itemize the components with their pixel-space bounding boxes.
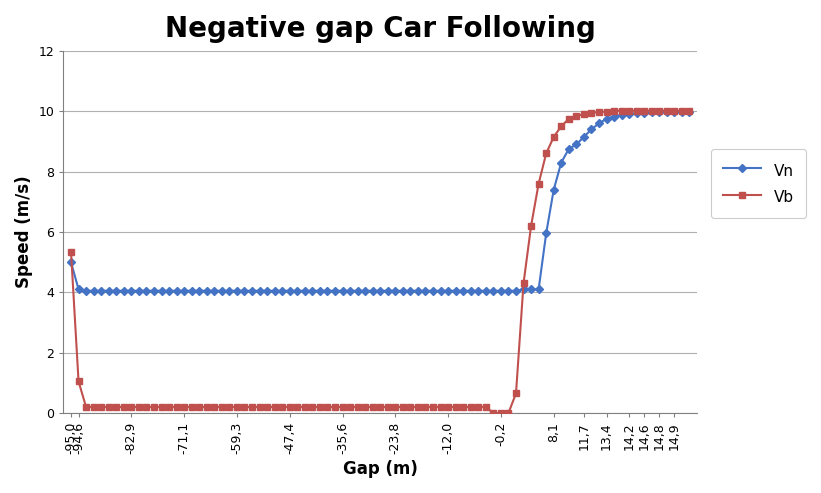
Vn — [112, 288, 122, 294]
Vb — [685, 107, 695, 113]
Vb — [157, 404, 167, 410]
Y-axis label: Speed (m/s): Speed (m/s) — [15, 176, 33, 288]
Vb — [436, 404, 446, 410]
Vn — [202, 288, 212, 294]
Line: Vb: Vb — [68, 107, 693, 416]
Vb — [195, 404, 204, 410]
Vb — [519, 281, 529, 286]
Vn — [519, 286, 529, 292]
Vn — [164, 288, 174, 294]
Vb — [617, 107, 626, 113]
Vn — [685, 109, 695, 115]
Vn — [557, 160, 566, 166]
X-axis label: Gap (m): Gap (m) — [343, 460, 418, 478]
Vb — [488, 410, 498, 416]
Vb — [557, 123, 566, 129]
Vn — [654, 109, 664, 115]
Title: Negative gap Car Following: Negative gap Car Following — [165, 15, 596, 43]
Vb — [66, 248, 76, 254]
Line: Vn: Vn — [68, 109, 693, 294]
Vb — [103, 404, 113, 410]
Legend: Vn, Vb: Vn, Vb — [711, 149, 806, 218]
Vn — [81, 288, 91, 294]
Vn — [66, 259, 76, 265]
Vn — [443, 288, 453, 294]
